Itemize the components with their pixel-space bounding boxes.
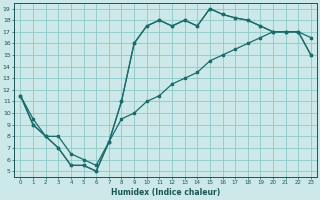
X-axis label: Humidex (Indice chaleur): Humidex (Indice chaleur) xyxy=(111,188,220,197)
